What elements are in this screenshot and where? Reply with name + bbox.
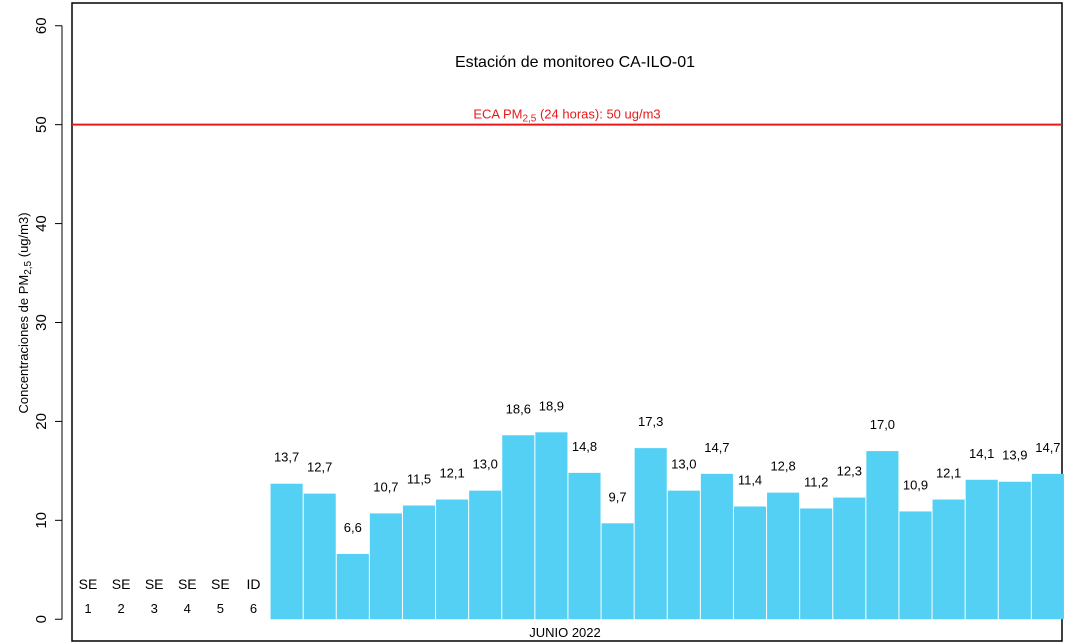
bar [336, 553, 369, 620]
x-tick-label: 2 [117, 601, 124, 616]
value-label: 11,2 [804, 474, 828, 489]
value-label: 18,6 [506, 401, 531, 416]
bar [866, 451, 899, 620]
bar [568, 472, 601, 620]
y-tick-label: 50 [33, 116, 50, 133]
value-label: SE [178, 576, 197, 592]
x-tick-label: 4 [184, 601, 191, 616]
y-tick-label: 0 [33, 615, 50, 623]
bar [634, 448, 667, 620]
bar [965, 479, 998, 620]
value-label: 11,4 [738, 472, 762, 487]
value-label: 13,9 [1002, 448, 1027, 463]
value-label: 13,0 [671, 457, 696, 472]
bar [303, 493, 336, 620]
bar [733, 506, 767, 620]
plot-frame [71, 2, 1063, 642]
x-tick-label: 1 [84, 601, 91, 616]
value-label: 11,5 [407, 471, 431, 486]
y-label-text: Concentraciones de PM [16, 275, 31, 414]
reference-label-text: (24 horas): 50 ug/m3 [536, 107, 660, 122]
bar [998, 481, 1031, 620]
bar [270, 483, 303, 620]
value-label: 9,7 [609, 489, 627, 504]
value-label: 12,8 [770, 459, 795, 474]
y-axis-label: Concentraciones de PM2,5 (ug/m3) [16, 212, 34, 413]
value-label: 17,3 [638, 414, 663, 429]
bar [667, 490, 700, 620]
bar [932, 499, 965, 620]
bar [535, 432, 568, 620]
bar [436, 499, 469, 620]
value-label: 13,7 [274, 450, 299, 465]
reference-label: ECA PM2,5 (24 horas): 50 ug/m3 [473, 107, 660, 125]
bar [1031, 473, 1064, 620]
value-label: 12,1 [439, 466, 464, 481]
value-label: 18,9 [539, 398, 564, 413]
value-label: 10,9 [903, 477, 928, 492]
value-label: SE [145, 576, 164, 592]
bar [800, 508, 833, 620]
value-label: 14,7 [704, 440, 729, 455]
value-label: ID [247, 576, 261, 592]
value-label: SE [112, 576, 131, 592]
y-tick-label: 30 [33, 314, 50, 331]
bar [601, 523, 634, 620]
value-label: 14,1 [969, 446, 994, 461]
y-tick-label: 20 [33, 413, 50, 430]
bar [502, 435, 535, 620]
value-label: 6,6 [344, 520, 362, 535]
value-label: 12,3 [837, 464, 862, 479]
chart-title: Estación de monitoreo CA-ILO-01 [455, 54, 695, 71]
x-tick-label: 3 [151, 601, 158, 616]
bar [899, 511, 932, 620]
y-label-text: (ug/m3) [16, 212, 31, 260]
value-label: 13,0 [473, 457, 498, 472]
x-tick-label: 5 [217, 601, 224, 616]
bar [402, 505, 436, 620]
value-label: 14,7 [1035, 440, 1060, 455]
y-label-sub: 2,5 [23, 260, 34, 274]
value-label: 14,8 [572, 439, 597, 454]
bar [767, 492, 800, 620]
y-tick-label: 60 [33, 17, 50, 34]
reference-label-sub: 2,5 [522, 114, 536, 125]
x-tick-label: 6 [250, 601, 257, 616]
value-label: 10,7 [373, 479, 398, 494]
bar [469, 490, 502, 620]
value-label: SE [211, 576, 230, 592]
bar [833, 497, 866, 620]
bar [369, 513, 402, 620]
value-label: 17,0 [870, 417, 895, 432]
y-tick-label: 10 [33, 512, 50, 529]
value-label: SE [79, 576, 98, 592]
y-tick-label: 40 [33, 215, 50, 232]
reference-label-text: ECA PM [473, 107, 522, 122]
x-axis-label: JUNIO 2022 [529, 625, 601, 640]
value-label: 12,7 [307, 460, 332, 475]
value-label: 12,1 [936, 466, 961, 481]
bar [700, 473, 733, 620]
